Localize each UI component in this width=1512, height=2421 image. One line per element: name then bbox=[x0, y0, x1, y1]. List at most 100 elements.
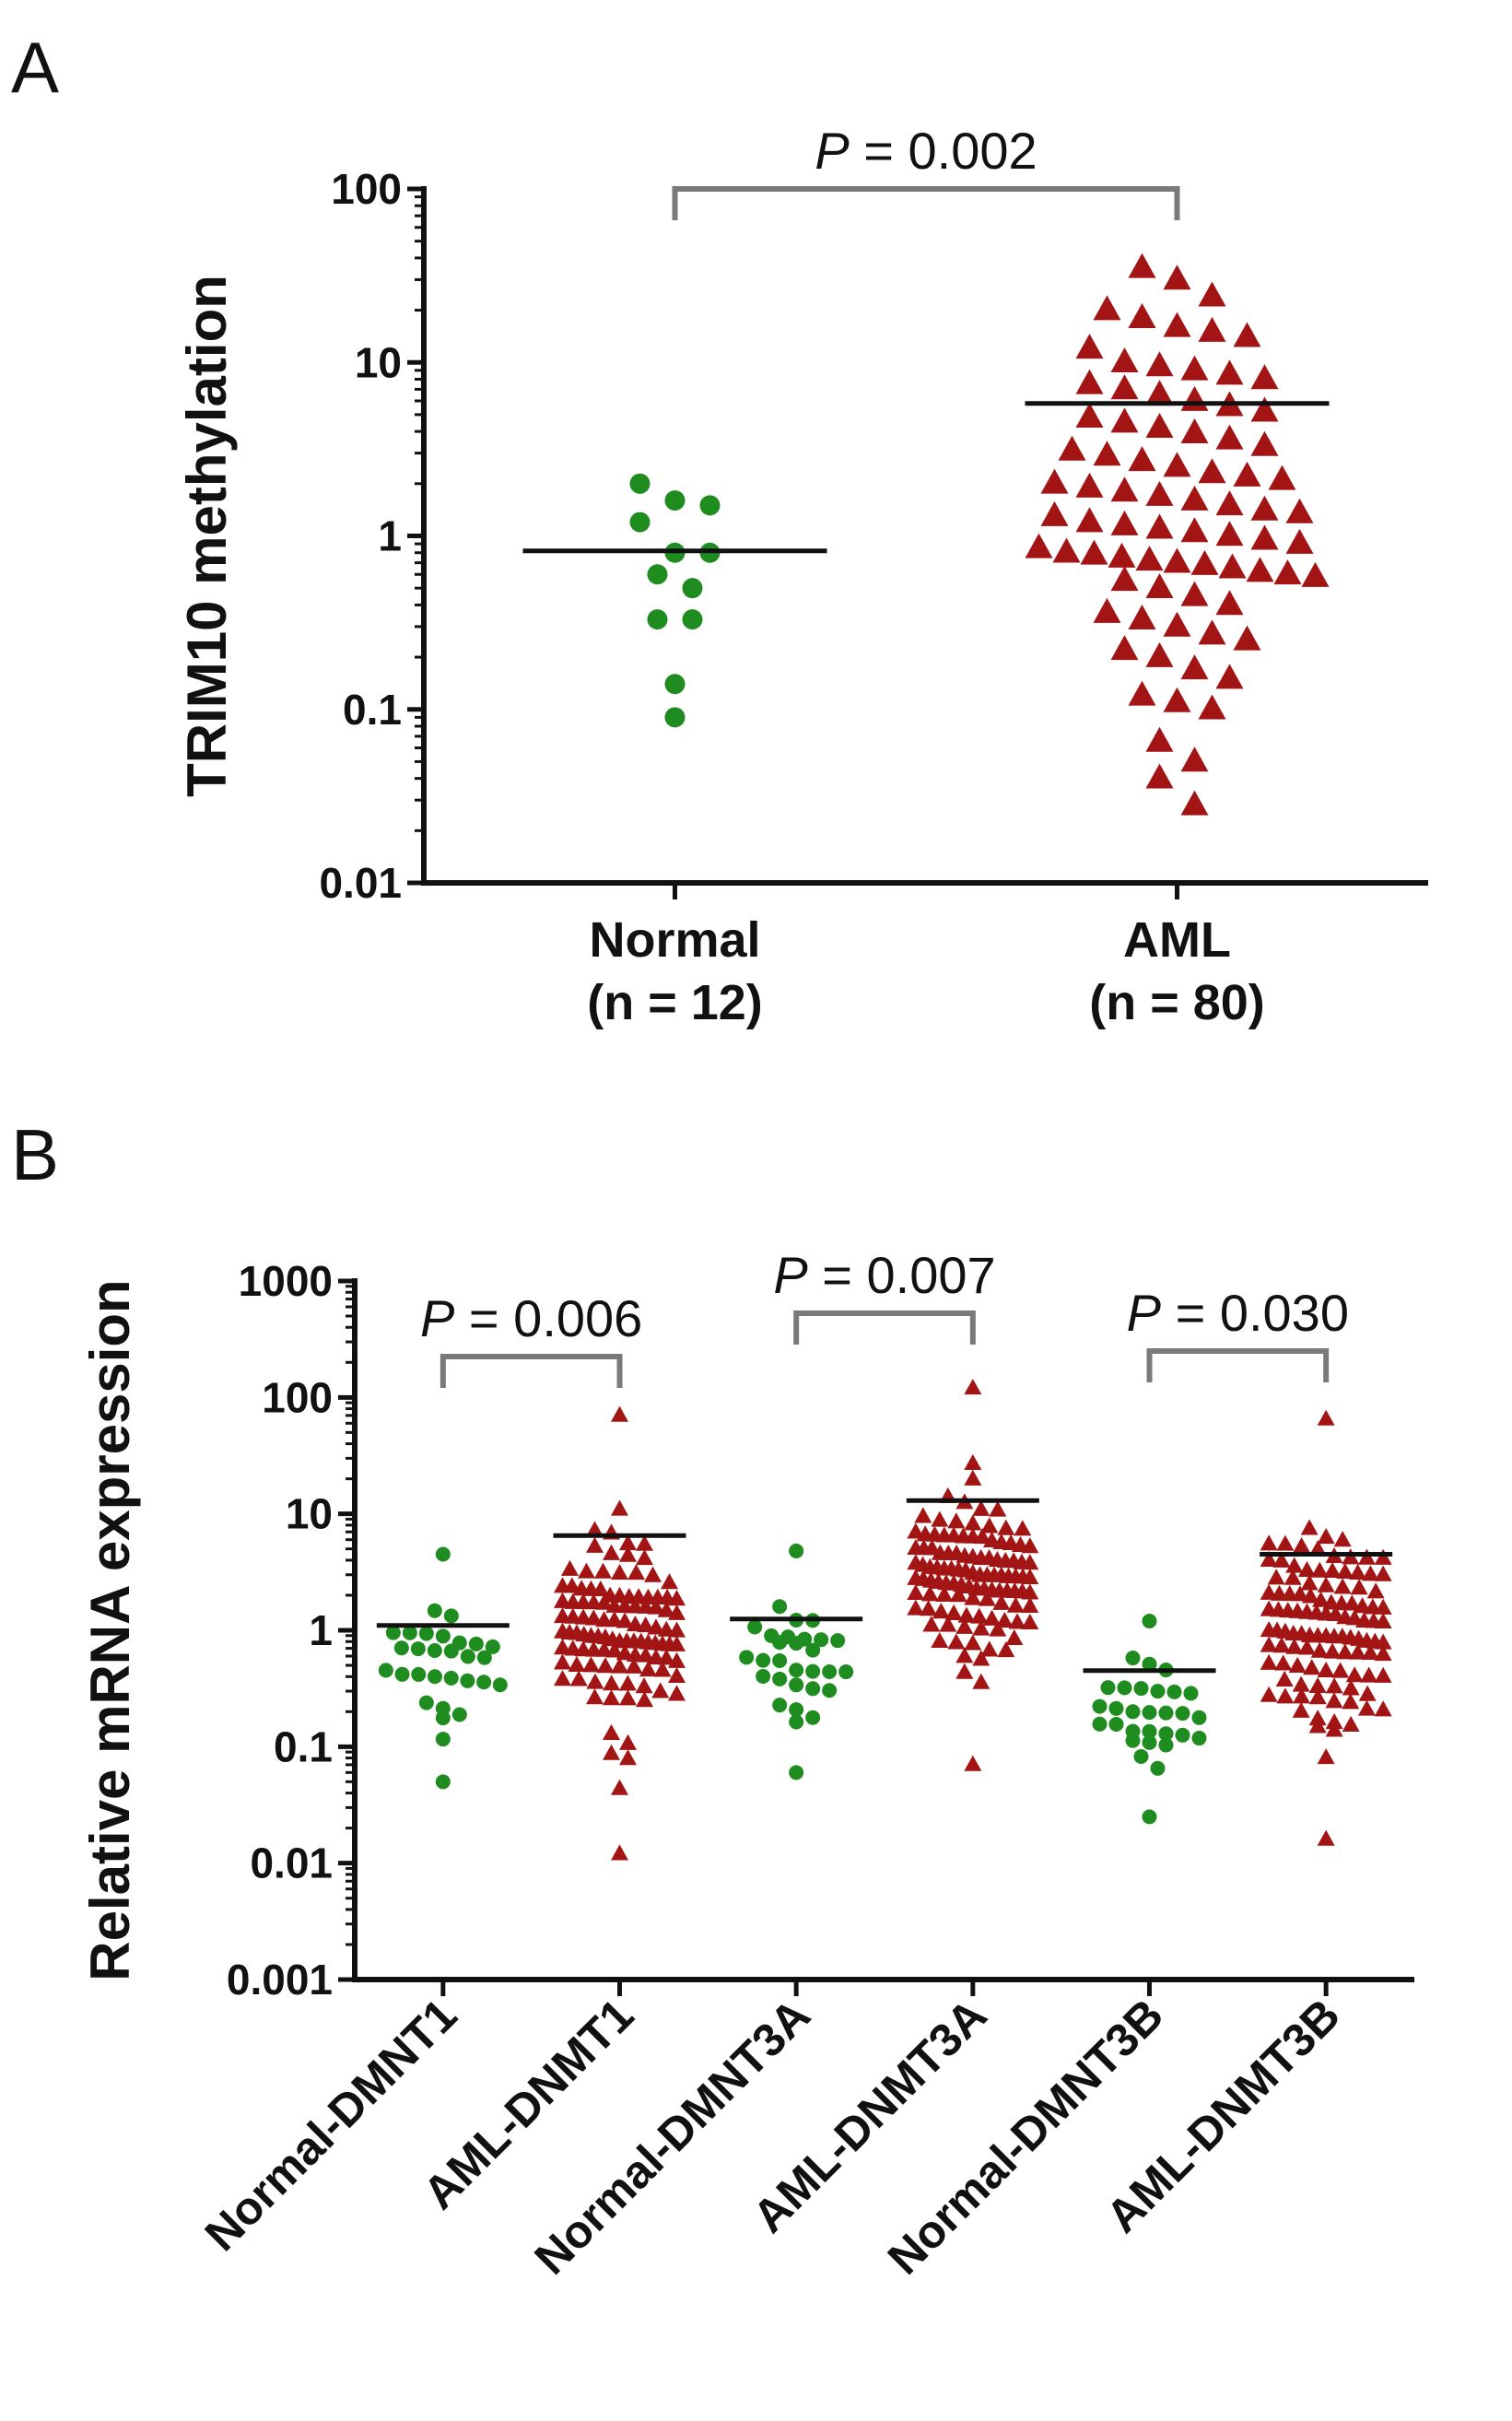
point-aml bbox=[1215, 490, 1244, 516]
point-aml bbox=[1052, 537, 1081, 563]
point-aml-dnmt3b bbox=[1345, 1666, 1364, 1683]
point-aml-dnmt3b bbox=[1325, 1677, 1343, 1694]
point-aml-dnmt3a bbox=[980, 1640, 999, 1657]
point-aml-dnmt3a bbox=[947, 1633, 966, 1650]
y-tick-label: 10 bbox=[286, 1490, 333, 1538]
point-aml bbox=[1128, 302, 1156, 328]
point-aml-dnmt1 bbox=[668, 1635, 686, 1651]
point-aml-dnmt3b bbox=[1323, 1642, 1342, 1659]
point-normal-dmnt3b bbox=[1142, 1656, 1157, 1672]
p-value-label: P = 0.007 bbox=[773, 1246, 995, 1304]
point-normal-dmnt3a bbox=[739, 1650, 755, 1665]
point-aml-dnmt3b bbox=[1317, 1528, 1335, 1545]
point-aml-dnmt3b bbox=[1292, 1675, 1310, 1692]
y-tick-label: 0.001 bbox=[227, 1956, 333, 2004]
point-normal-dmnt3b bbox=[1183, 1686, 1199, 1701]
point-aml bbox=[1250, 430, 1279, 456]
point-aml-dnmt1 bbox=[554, 1653, 571, 1670]
p-value-label: P = 0.002 bbox=[815, 122, 1037, 180]
point-aml-dnmt3b bbox=[1308, 1676, 1327, 1694]
point-aml-dnmt3a bbox=[964, 1755, 982, 1771]
point-aml bbox=[1110, 407, 1139, 433]
point-aml-dnmt3a bbox=[970, 1607, 989, 1624]
point-normal-dmnt3b bbox=[1100, 1680, 1116, 1696]
point-aml-dnmt1 bbox=[586, 1673, 604, 1689]
point-aml-dnmt3b bbox=[1285, 1557, 1304, 1573]
point-aml bbox=[1135, 546, 1164, 571]
point-aml-dnmt3b bbox=[1374, 1598, 1392, 1615]
point-aml bbox=[1180, 355, 1209, 381]
point-aml-dnmt1 bbox=[605, 1641, 624, 1658]
point-aml bbox=[1198, 458, 1226, 484]
point-normal-dmnt3a bbox=[789, 1677, 804, 1693]
point-aml bbox=[1093, 597, 1121, 623]
point-normal bbox=[629, 473, 651, 494]
point-aml-dnmt3a bbox=[978, 1590, 996, 1606]
point-aml bbox=[1058, 435, 1086, 461]
point-aml bbox=[1145, 351, 1174, 377]
point-normal-dmnt3b bbox=[1191, 1710, 1207, 1725]
point-aml-dnmt1 bbox=[618, 1675, 637, 1691]
point-normal-dmnt3b bbox=[1142, 1734, 1157, 1750]
point-aml-dnmt3b bbox=[1310, 1561, 1329, 1578]
point-normal-dmnt3a bbox=[789, 1663, 804, 1678]
point-aml-dnmt3a bbox=[972, 1650, 990, 1666]
point-normal-dmnt3b bbox=[1166, 1684, 1182, 1699]
point-normal-dmnt3a bbox=[830, 1633, 846, 1649]
point-aml-dnmt3a bbox=[939, 1616, 957, 1632]
point-aml-dnmt3b bbox=[1327, 1604, 1344, 1622]
point-aml bbox=[1075, 403, 1104, 429]
point-normal-dmnt3b bbox=[1092, 1698, 1108, 1714]
point-normal-dmnt1 bbox=[460, 1649, 475, 1664]
point-normal-dmnt3a bbox=[772, 1671, 788, 1686]
point-aml-dnmt3a bbox=[1021, 1568, 1039, 1585]
point-aml-dnmt3b bbox=[1260, 1636, 1278, 1652]
point-normal-dmnt3b bbox=[1142, 1705, 1157, 1721]
point-normal-dmnt3b bbox=[1108, 1700, 1124, 1716]
point-aml-dnmt3a bbox=[989, 1620, 1007, 1637]
point-aml-dnmt1 bbox=[636, 1691, 653, 1708]
point-normal-dmnt3b bbox=[1125, 1733, 1141, 1748]
point-normal bbox=[647, 609, 668, 630]
point-aml-dnmt3b bbox=[1325, 1692, 1343, 1709]
point-normal-dmnt1 bbox=[435, 1546, 451, 1562]
point-aml bbox=[1246, 557, 1274, 582]
point-aml bbox=[1163, 611, 1191, 637]
point-aml bbox=[1145, 513, 1174, 539]
point-normal-dmnt3b bbox=[1117, 1680, 1132, 1696]
category-label: AML bbox=[1123, 912, 1231, 968]
point-aml-dnmt3a bbox=[980, 1517, 999, 1534]
point-aml-dnmt3a bbox=[920, 1600, 938, 1616]
point-aml-dnmt1 bbox=[644, 1566, 662, 1582]
point-aml bbox=[1285, 498, 1314, 523]
point-aml-dnmt3b bbox=[1260, 1686, 1278, 1702]
point-normal-dmnt3b bbox=[1108, 1716, 1124, 1732]
point-aml-dnmt1 bbox=[569, 1670, 588, 1686]
p-symbol: P bbox=[420, 1289, 454, 1347]
point-aml bbox=[1218, 553, 1247, 579]
point-aml-dnmt3b bbox=[1267, 1569, 1285, 1585]
point-aml-dnmt3b bbox=[1272, 1551, 1291, 1568]
point-aml-dnmt1 bbox=[661, 1573, 678, 1590]
point-aml-dnmt1 bbox=[605, 1611, 624, 1628]
p-value: = 0.006 bbox=[454, 1289, 642, 1347]
y-tick-label: 100 bbox=[331, 165, 402, 213]
point-normal bbox=[664, 490, 686, 511]
point-normal-dmnt1 bbox=[435, 1732, 451, 1747]
point-normal-dmnt3a bbox=[772, 1698, 788, 1713]
point-normal-dmnt3b bbox=[1191, 1731, 1207, 1746]
point-aml-dnmt3b bbox=[1374, 1666, 1392, 1683]
y-tick-label: 100 bbox=[262, 1373, 333, 1421]
point-aml-dnmt1 bbox=[653, 1661, 672, 1677]
point-normal-dmnt3b bbox=[1158, 1737, 1174, 1753]
point-normal-dmnt3b bbox=[1150, 1684, 1166, 1699]
point-aml bbox=[1145, 726, 1174, 752]
point-aml bbox=[1180, 790, 1209, 816]
point-aml-dnmt3a bbox=[931, 1631, 949, 1649]
point-aml-dnmt3b bbox=[1293, 1687, 1311, 1704]
panel-a-chart: TRIM10 methylation 0.01 0.1 1 10 100 Normal (n … bbox=[176, 122, 1428, 1030]
y-axis-label: TRIM10 methylation bbox=[176, 275, 238, 797]
point-aml-dnmt1 bbox=[611, 1657, 628, 1674]
point-normal-dmnt3a bbox=[822, 1683, 838, 1698]
point-normal-dmnt3b bbox=[1133, 1748, 1149, 1764]
